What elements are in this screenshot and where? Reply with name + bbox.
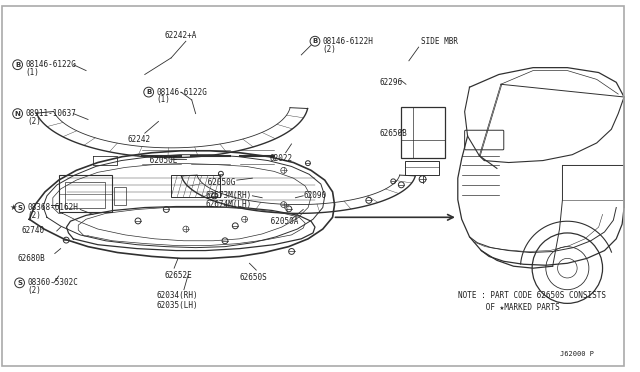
Text: 62242+A: 62242+A (164, 31, 196, 40)
Text: 62652E: 62652E (164, 272, 192, 280)
Text: 62650S: 62650S (239, 273, 268, 282)
Text: (2): (2) (323, 45, 337, 54)
Text: SIDE MBR: SIDE MBR (420, 37, 458, 46)
Text: 62296: 62296 (380, 78, 403, 87)
Text: 08146-6122G: 08146-6122G (157, 87, 207, 97)
Text: 08368-6162H: 08368-6162H (28, 203, 78, 212)
Text: S: S (17, 205, 22, 211)
Text: NOTE : PART CODE 62650S CONSISTS: NOTE : PART CODE 62650S CONSISTS (458, 291, 606, 300)
Text: B: B (15, 62, 20, 68)
Text: 62740: 62740 (22, 227, 45, 235)
Text: 62022: 62022 (269, 154, 292, 163)
Text: 62680B: 62680B (18, 254, 45, 263)
Text: 08911-10637: 08911-10637 (26, 109, 76, 118)
Text: 62090: 62090 (303, 191, 326, 200)
Text: 62650B: 62650B (380, 129, 407, 138)
Text: 62050E: 62050E (145, 156, 177, 165)
Text: S: S (17, 280, 22, 286)
Text: 08146-6122G: 08146-6122G (26, 60, 76, 69)
Bar (171, 175, 220, 197)
Text: 08146-6122H: 08146-6122H (323, 37, 374, 46)
Bar (405, 161, 439, 175)
Text: (1): (1) (26, 68, 39, 77)
Text: N: N (15, 110, 20, 116)
Text: (2): (2) (28, 117, 41, 126)
Text: (2): (2) (28, 211, 41, 220)
Text: 62034(RH): 62034(RH) (157, 291, 198, 300)
Text: 08360-5302C: 08360-5302C (28, 278, 78, 287)
Bar (401, 107, 445, 158)
Text: (1): (1) (157, 96, 170, 105)
Text: B: B (146, 89, 151, 95)
Text: 62673M(RH): 62673M(RH) (205, 191, 252, 200)
Text: B: B (312, 38, 317, 44)
Bar (65, 182, 105, 208)
Bar (59, 175, 113, 212)
Text: 62035(LH): 62035(LH) (157, 301, 198, 310)
Text: 62242: 62242 (127, 135, 150, 144)
Text: OF ★MARKED PARTS: OF ★MARKED PARTS (458, 303, 559, 312)
Text: 62050A: 62050A (266, 217, 298, 226)
Bar (115, 187, 126, 205)
Text: J62000 P: J62000 P (559, 351, 593, 357)
Text: 62050G: 62050G (204, 177, 236, 187)
Text: (2): (2) (28, 286, 41, 295)
Text: ★: ★ (10, 203, 17, 212)
Text: 62674M(LH): 62674M(LH) (205, 200, 252, 209)
